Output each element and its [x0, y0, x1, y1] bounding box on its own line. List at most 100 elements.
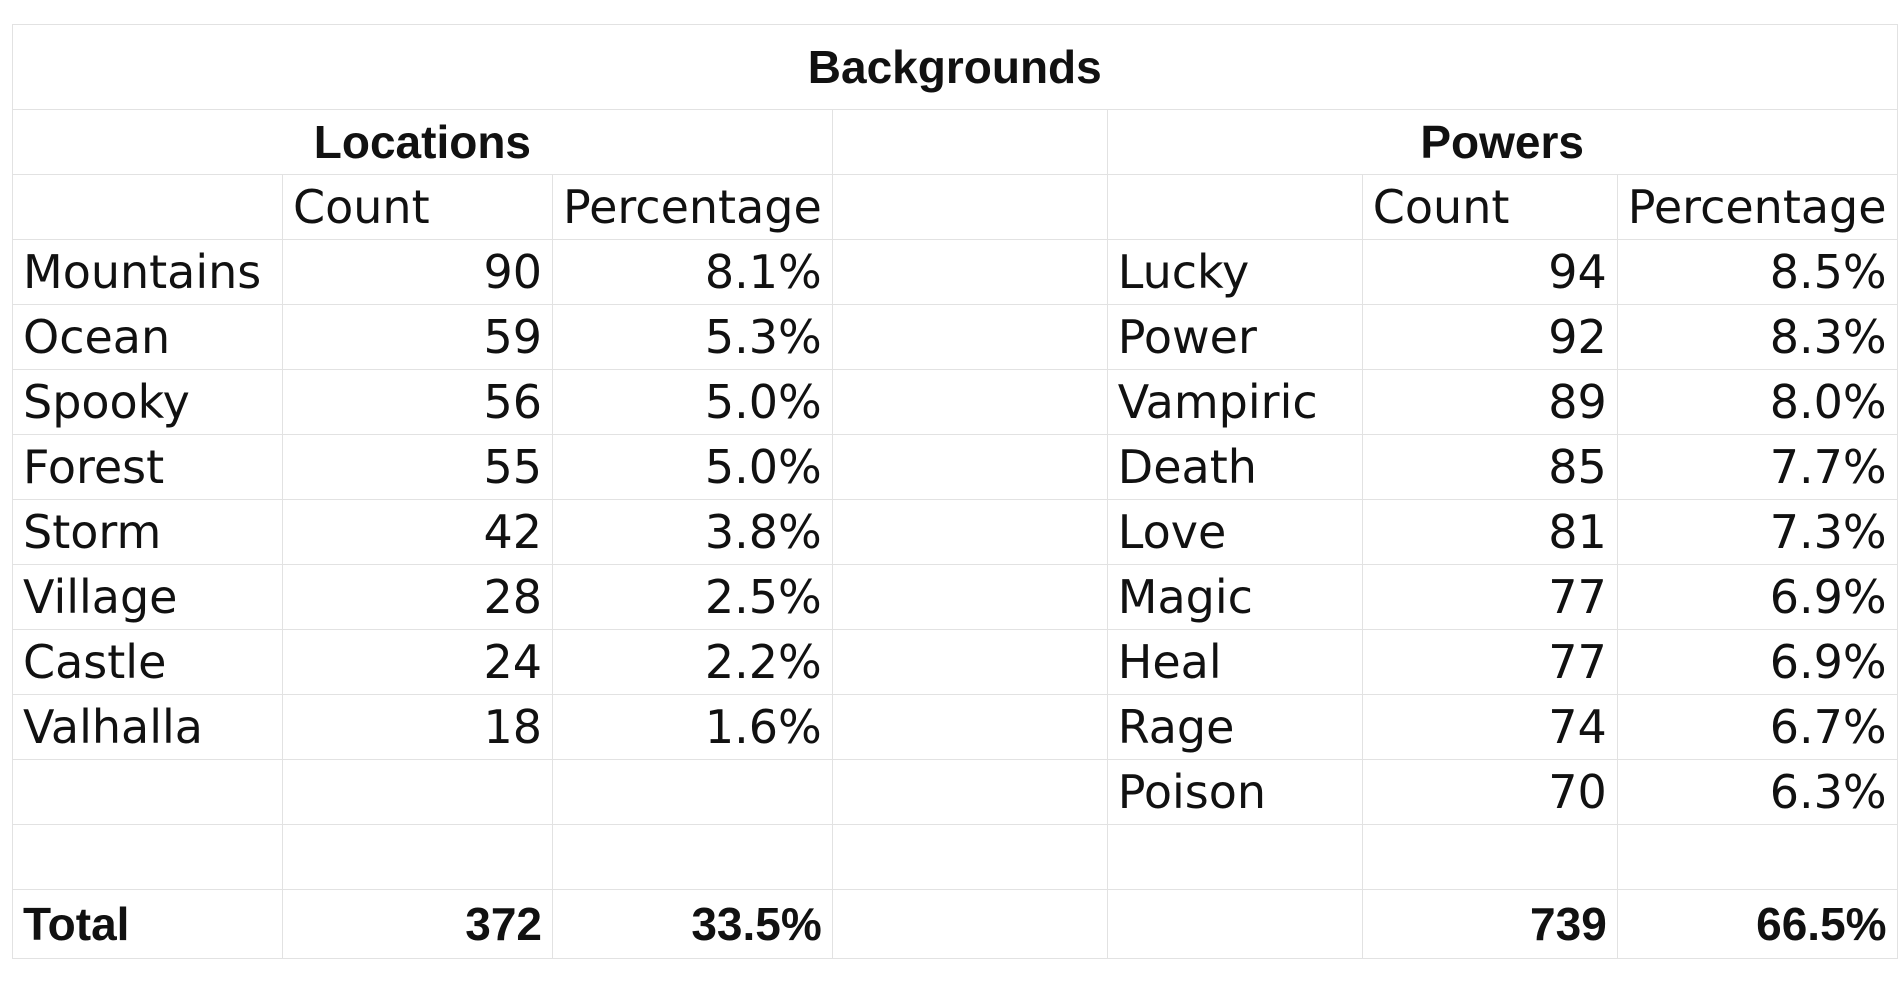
power-percentage: 8.5%	[1616, 239, 1898, 305]
power-count: 70	[1361, 759, 1618, 825]
power-name: Vampiric	[1106, 369, 1363, 435]
location-percentage: 2.2%	[552, 629, 833, 695]
section-heading-row: Locations Powers	[12, 109, 1898, 175]
power-name: Rage	[1106, 694, 1363, 760]
empty-cell	[12, 824, 283, 890]
power-count: 74	[1361, 694, 1618, 760]
backgrounds-table: Backgrounds Locations Powers Count Perce…	[12, 24, 1898, 959]
spacer-cell	[831, 434, 1108, 500]
column-header-row: Count Percentage Count Percentage	[12, 174, 1898, 240]
location-count: 42	[282, 499, 553, 565]
locations-total-percentage: 33.5%	[552, 889, 833, 959]
location-name: Ocean	[12, 304, 283, 370]
location-name: Forest	[12, 434, 283, 500]
spacer-cell	[831, 629, 1108, 695]
power-percentage: 6.9%	[1616, 564, 1898, 630]
empty-cell	[552, 824, 833, 890]
location-name: Castle	[12, 629, 283, 695]
location-count: 56	[282, 369, 553, 435]
locations-heading: Locations	[12, 109, 833, 175]
table-row: Ocean 59 5.3% Power 92 8.3%	[12, 304, 1898, 370]
location-percentage: 5.3%	[552, 304, 833, 370]
power-count: 89	[1361, 369, 1618, 435]
power-name: Lucky	[1106, 239, 1363, 305]
empty-cell	[282, 759, 553, 825]
blank-row	[12, 824, 1898, 890]
spacer-cell	[831, 369, 1108, 435]
location-count: 90	[282, 239, 553, 305]
power-name: Power	[1106, 304, 1363, 370]
locations-total-count: 372	[282, 889, 553, 959]
empty-cell	[552, 759, 833, 825]
table-row: Valhalla 18 1.6% Rage 74 6.7%	[12, 694, 1898, 760]
powers-count-header: Count	[1361, 174, 1618, 240]
location-percentage: 5.0%	[552, 434, 833, 500]
spacer-cell	[831, 304, 1108, 370]
power-percentage: 7.3%	[1616, 499, 1898, 565]
empty-cell	[1361, 824, 1618, 890]
spacer-cell	[831, 174, 1108, 240]
location-percentage: 1.6%	[552, 694, 833, 760]
empty-cell	[1106, 174, 1363, 240]
spacer-cell	[831, 889, 1108, 959]
location-count: 24	[282, 629, 553, 695]
powers-total-percentage: 66.5%	[1616, 889, 1898, 959]
location-name: Village	[12, 564, 283, 630]
table-row: Storm 42 3.8% Love 81 7.3%	[12, 499, 1898, 565]
total-label: Total	[12, 889, 283, 959]
power-percentage: 8.0%	[1616, 369, 1898, 435]
empty-cell	[831, 824, 1108, 890]
empty-cell	[12, 759, 283, 825]
power-count: 77	[1361, 629, 1618, 695]
table-title: Backgrounds	[12, 24, 1898, 110]
powers-heading: Powers	[1106, 109, 1898, 175]
spacer-cell	[831, 564, 1108, 630]
location-name: Valhalla	[12, 694, 283, 760]
powers-percentage-header: Percentage	[1616, 174, 1898, 240]
power-name: Heal	[1106, 629, 1363, 695]
power-count: 85	[1361, 434, 1618, 500]
table-row: Forest 55 5.0% Death 85 7.7%	[12, 434, 1898, 500]
location-percentage: 2.5%	[552, 564, 833, 630]
powers-total-count: 739	[1361, 889, 1618, 959]
title-row: Backgrounds	[12, 24, 1898, 110]
power-count: 81	[1361, 499, 1618, 565]
spacer-cell	[831, 499, 1108, 565]
power-count: 94	[1361, 239, 1618, 305]
location-name: Storm	[12, 499, 283, 565]
location-count: 59	[282, 304, 553, 370]
power-percentage: 6.3%	[1616, 759, 1898, 825]
table-row: Castle 24 2.2% Heal 77 6.9%	[12, 629, 1898, 695]
empty-cell	[1616, 824, 1898, 890]
power-name: Magic	[1106, 564, 1363, 630]
empty-cell	[1106, 889, 1363, 959]
table-row: Mountains 90 8.1% Lucky 94 8.5%	[12, 239, 1898, 305]
locations-percentage-header: Percentage	[552, 174, 833, 240]
power-percentage: 8.3%	[1616, 304, 1898, 370]
power-percentage: 6.7%	[1616, 694, 1898, 760]
location-percentage: 5.0%	[552, 369, 833, 435]
power-percentage: 6.9%	[1616, 629, 1898, 695]
power-name: Death	[1106, 434, 1363, 500]
location-name: Spooky	[12, 369, 283, 435]
power-name: Love	[1106, 499, 1363, 565]
spacer-cell	[831, 239, 1108, 305]
power-count: 92	[1361, 304, 1618, 370]
table-row: Spooky 56 5.0% Vampiric 89 8.0%	[12, 369, 1898, 435]
location-count: 55	[282, 434, 553, 500]
total-row: Total 372 33.5% 739 66.5%	[12, 889, 1898, 959]
table-row: Village 28 2.5% Magic 77 6.9%	[12, 564, 1898, 630]
power-count: 77	[1361, 564, 1618, 630]
empty-cell	[12, 174, 283, 240]
power-percentage: 7.7%	[1616, 434, 1898, 500]
location-percentage: 3.8%	[552, 499, 833, 565]
spacer-cell	[831, 694, 1108, 760]
empty-cell	[282, 824, 553, 890]
power-name: Poison	[1106, 759, 1363, 825]
locations-count-header: Count	[282, 174, 553, 240]
spacer-cell	[831, 759, 1108, 825]
location-count: 18	[282, 694, 553, 760]
location-name: Mountains	[12, 239, 283, 305]
empty-cell	[1106, 824, 1363, 890]
table-row: Poison 70 6.3%	[12, 759, 1898, 825]
